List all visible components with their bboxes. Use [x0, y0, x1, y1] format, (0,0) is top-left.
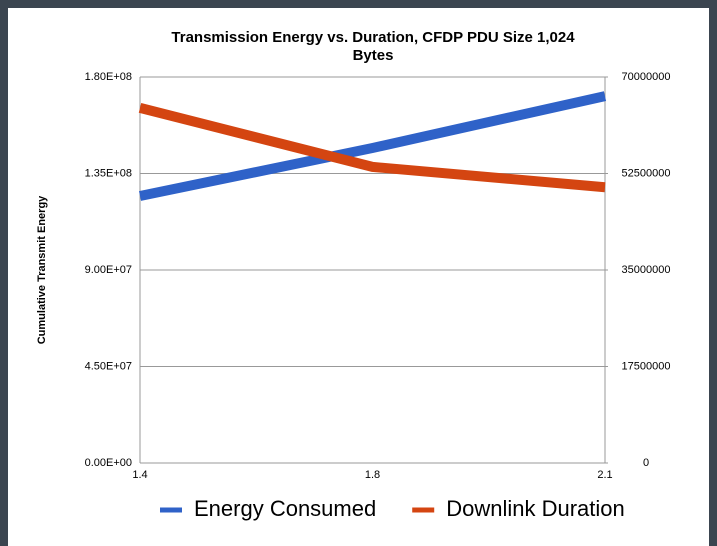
y-axis-label: Cumulative Transmit Energy — [36, 195, 48, 344]
y2-tick-label: 17500000 — [622, 360, 671, 372]
y-tick-label: 4.50E+07 — [85, 360, 132, 372]
y-tick-label: 9.00E+07 — [85, 264, 132, 276]
y2-tick-label: 35000000 — [622, 264, 671, 276]
y-tick-label: 1.80E+08 — [85, 71, 132, 83]
data-line — [138, 91, 607, 201]
x-tick-label: 1.4 — [132, 469, 147, 481]
data-line — [138, 103, 606, 193]
legend-label: Downlink Duration — [446, 496, 625, 521]
chart-title: Transmission Energy vs. Duration, CFDP P… — [171, 29, 575, 46]
y2-tick-label: 0 — [643, 457, 649, 469]
y2-tick-label: 70000000 — [622, 71, 671, 83]
y2-tick-label: 52500000 — [622, 167, 671, 179]
x-tick-label: 2.1 — [597, 469, 612, 481]
y-tick-label: 0.00E+00 — [85, 457, 132, 469]
x-tick-label: 1.8 — [365, 469, 380, 481]
y-tick-label: 1.35E+08 — [85, 167, 132, 179]
chart-title: Bytes — [353, 47, 394, 64]
legend-label: Energy Consumed — [194, 496, 376, 521]
